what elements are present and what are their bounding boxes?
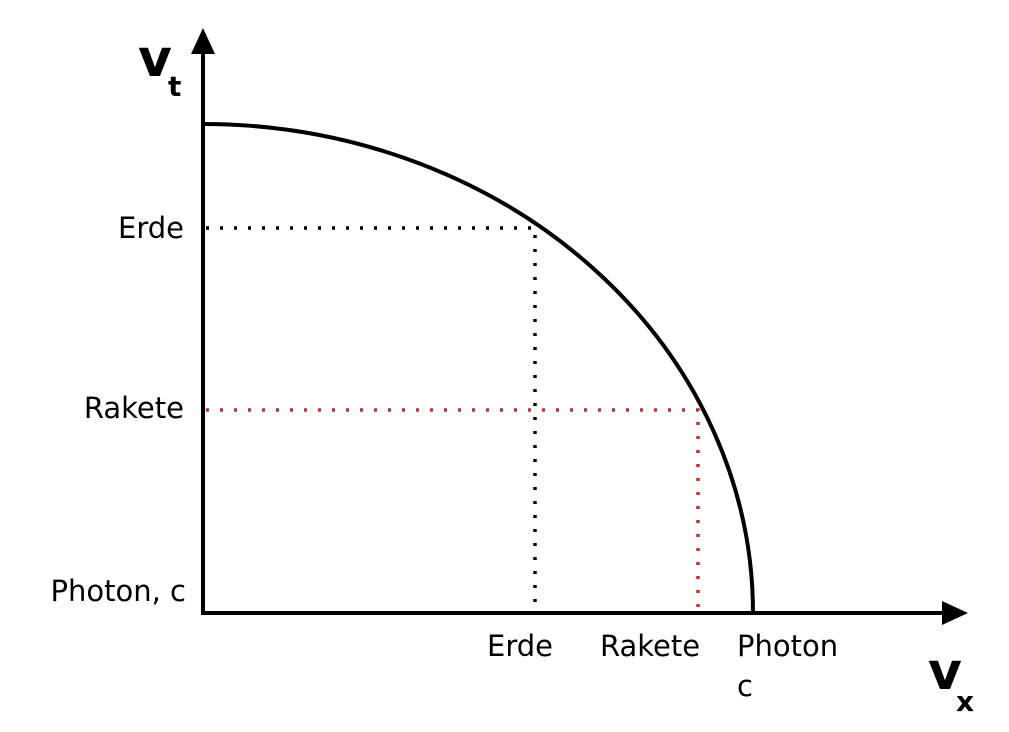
curve: [202, 122, 755, 614]
x-axis-label: v: [928, 642, 962, 702]
y-axis-subscript: t: [168, 70, 181, 103]
x-tick-label: Erde: [487, 629, 553, 663]
y-tick-label: Photon, c: [51, 574, 186, 608]
x-tick-label: c: [737, 669, 753, 703]
x-tick-label: Photon: [737, 629, 838, 663]
rakete-guide: [206, 408, 700, 611]
y-arrow: [191, 28, 215, 54]
x-arrow: [942, 601, 968, 625]
x-tick-label: Rakete: [600, 629, 700, 663]
x-axis-subscript: x: [956, 685, 974, 718]
y-axis-label: v: [138, 29, 172, 89]
y-tick-label: Erde: [118, 211, 184, 245]
y-tick-label: Rakete: [84, 391, 184, 425]
